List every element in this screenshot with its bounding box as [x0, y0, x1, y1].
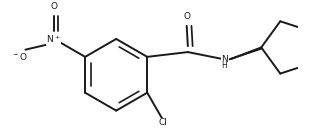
Text: O: O	[183, 12, 190, 21]
Text: N: N	[221, 55, 228, 64]
Text: N$^+$: N$^+$	[46, 33, 61, 45]
Text: H: H	[222, 61, 227, 70]
Text: O: O	[51, 2, 58, 11]
Text: Cl: Cl	[159, 118, 168, 127]
Text: $^-$O: $^-$O	[11, 51, 28, 62]
